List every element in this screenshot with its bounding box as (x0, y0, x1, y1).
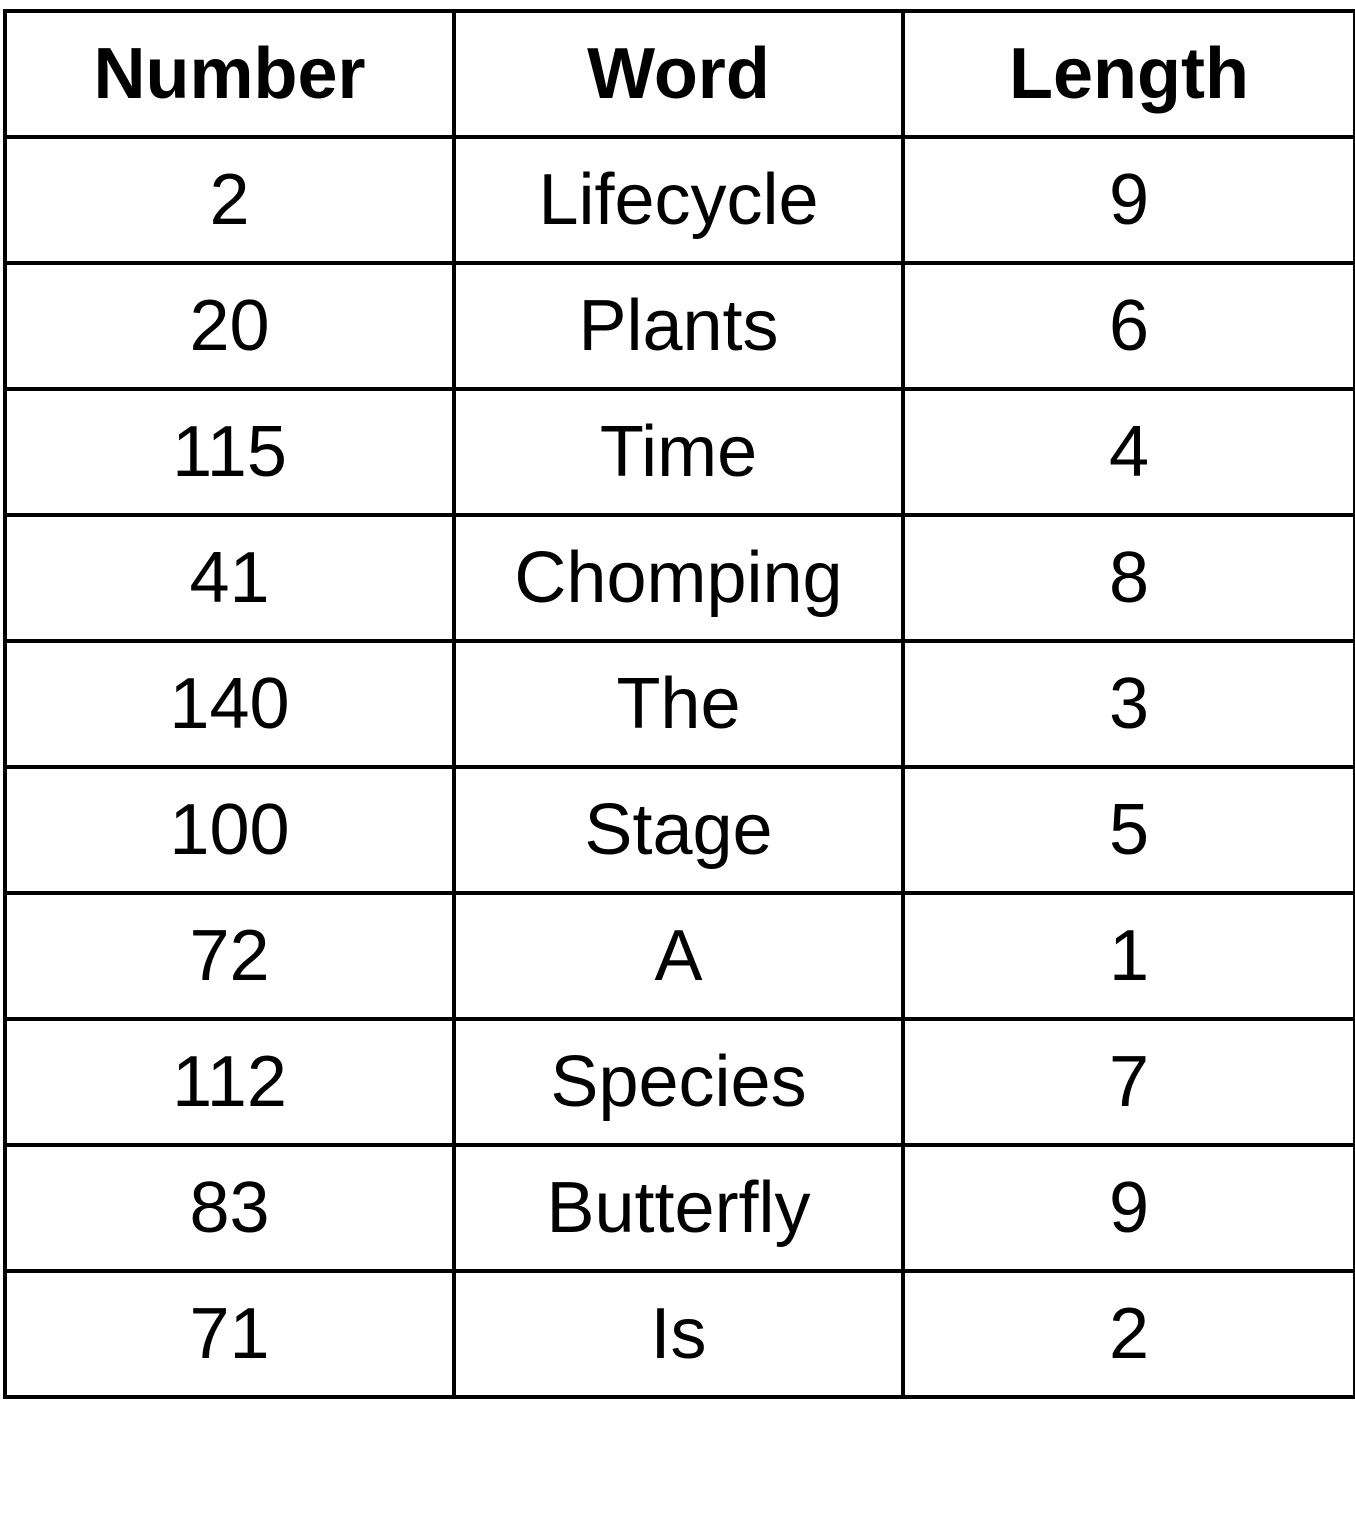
number-cell: 112 (3, 1017, 456, 1147)
length-cell: 2 (901, 1269, 1355, 1399)
table-row: 100 Stage 5 (3, 765, 1355, 895)
table-row: 112 Species 7 (3, 1017, 1355, 1147)
table-row: 71 Is 2 (3, 1269, 1355, 1399)
number-cell: 20 (3, 261, 456, 391)
word-cell: A (452, 891, 905, 1021)
word-cell: Plants (452, 261, 905, 391)
header-number: Number (3, 9, 456, 139)
number-cell: 100 (3, 765, 456, 895)
length-cell: 7 (901, 1017, 1355, 1147)
header-length: Length (901, 9, 1355, 139)
word-cell: The (452, 639, 905, 769)
length-cell: 4 (901, 387, 1355, 517)
word-cell: Lifecycle (452, 135, 905, 265)
table-row: 41 Chomping 8 (3, 513, 1355, 643)
header-word: Word (452, 9, 905, 139)
table-row: 83 Butterfly 9 (3, 1143, 1355, 1273)
table-row: 72 A 1 (3, 891, 1355, 1021)
word-table: Number Word Length 2 Lifecycle 9 20 Plan… (3, 9, 1355, 1399)
table-row: 2 Lifecycle 9 (3, 135, 1355, 265)
length-cell: 5 (901, 765, 1355, 895)
length-cell: 9 (901, 135, 1355, 265)
number-cell: 41 (3, 513, 456, 643)
length-cell: 3 (901, 639, 1355, 769)
table-row: 115 Time 4 (3, 387, 1355, 517)
table-row: 20 Plants 6 (3, 261, 1355, 391)
number-cell: 115 (3, 387, 456, 517)
number-cell: 83 (3, 1143, 456, 1273)
word-cell: Species (452, 1017, 905, 1147)
number-cell: 72 (3, 891, 456, 1021)
length-cell: 1 (901, 891, 1355, 1021)
number-cell: 71 (3, 1269, 456, 1399)
length-cell: 6 (901, 261, 1355, 391)
word-cell: Time (452, 387, 905, 517)
table-row: 140 The 3 (3, 639, 1355, 769)
number-cell: 140 (3, 639, 456, 769)
word-cell: Is (452, 1269, 905, 1399)
table-body: 2 Lifecycle 9 20 Plants 6 115 Time 4 41 … (3, 135, 1355, 1399)
length-cell: 9 (901, 1143, 1355, 1273)
table-header: Number Word Length (3, 9, 1355, 139)
word-cell: Butterfly (452, 1143, 905, 1273)
length-cell: 8 (901, 513, 1355, 643)
header-row: Number Word Length (3, 9, 1355, 139)
word-cell: Stage (452, 765, 905, 895)
word-cell: Chomping (452, 513, 905, 643)
number-cell: 2 (3, 135, 456, 265)
